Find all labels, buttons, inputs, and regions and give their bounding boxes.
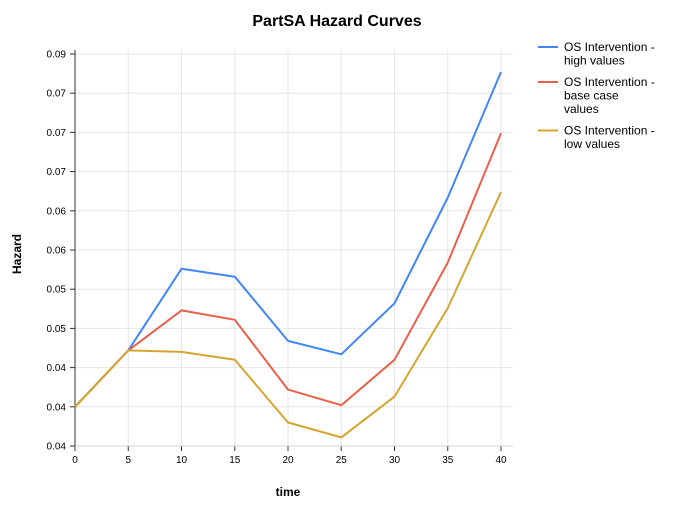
y-tick-label: 0.07 — [47, 89, 67, 100]
series-line-2 — [74, 132, 502, 408]
legend-label-2: OS Intervention - — [564, 75, 655, 89]
y-tick-label: 0.05 — [47, 285, 67, 296]
x-tick-label: 10 — [176, 455, 188, 466]
y-tick-label: 0.06 — [47, 206, 67, 217]
x-tick-label: 15 — [229, 455, 241, 466]
series-lines — [74, 71, 502, 439]
legend-label-1: OS Intervention - — [564, 40, 655, 54]
y-tick-label: 0.07 — [47, 167, 67, 178]
axes: 0 5 10 15 20 25 30 35 40 0.04 0.04 0.04 0.05 0.05 0.06… — [47, 50, 513, 466]
grid — [74, 50, 513, 447]
x-tick-label: 20 — [282, 455, 294, 466]
y-tick-label: 0.04 — [47, 363, 67, 374]
y-tick-label: 0.07 — [47, 128, 67, 139]
y-axis-title: Hazard — [10, 234, 24, 274]
x-tick-label: 40 — [495, 455, 507, 466]
x-tick-label: 0 — [72, 455, 78, 466]
legend-label-3: OS Intervention - — [564, 124, 655, 138]
legend-label-3: low values — [564, 137, 620, 151]
x-tick-label: 5 — [125, 455, 131, 466]
legend-label-2: values — [564, 102, 599, 116]
chart-title: PartSA Hazard Curves — [252, 13, 421, 30]
legend-label-2: base case — [564, 89, 619, 103]
y-tick-label: 0.04 — [47, 402, 67, 413]
y-tick-label: 0.09 — [47, 50, 67, 61]
y-tick-label: 0.04 — [47, 442, 67, 453]
x-tick-label: 35 — [442, 455, 454, 466]
series-line-3 — [74, 191, 502, 439]
series-line-1 — [74, 71, 502, 408]
legend-label-1: high values — [564, 54, 625, 68]
x-tick-label: 25 — [336, 455, 348, 466]
y-tick-label: 0.05 — [47, 324, 67, 335]
x-axis-title: time — [276, 485, 301, 499]
x-tick-label: 30 — [389, 455, 401, 466]
y-tick-label: 0.06 — [47, 246, 67, 257]
